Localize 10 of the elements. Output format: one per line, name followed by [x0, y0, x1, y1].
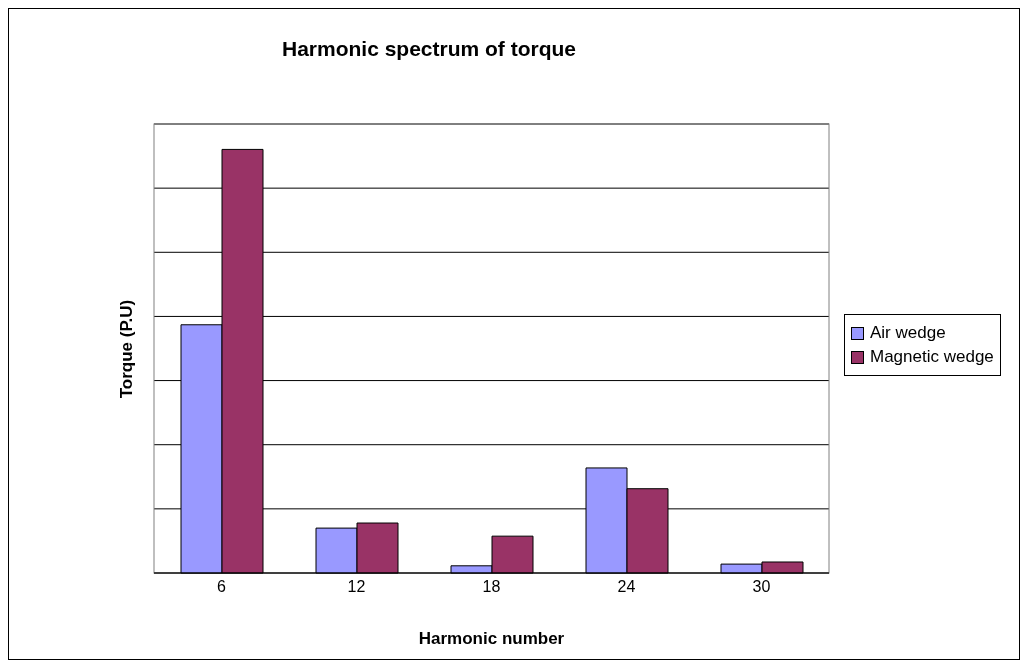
x-axis-title: Harmonic number	[417, 629, 566, 649]
x-tick-label: 24	[617, 578, 636, 596]
y-axis-title: Torque (P.U)	[117, 299, 137, 399]
chart-title: Harmonic spectrum of torque	[280, 37, 577, 61]
x-tick-label: 18	[482, 578, 501, 596]
x-tick-label: 6	[217, 578, 227, 596]
legend-label: Magnetic wedge	[870, 347, 994, 367]
x-tick-label: 30	[752, 578, 771, 596]
x-tick-label: 12	[347, 578, 366, 596]
legend-label: Air wedge	[870, 323, 946, 343]
